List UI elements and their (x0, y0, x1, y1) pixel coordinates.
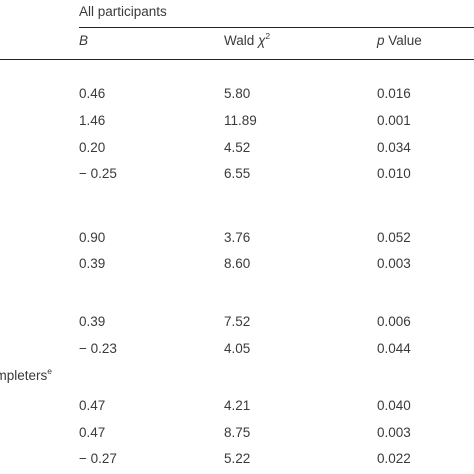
wald-label: Wald (224, 33, 259, 48)
table-row: − 0.25 6.55 0.010 (0, 166, 474, 188)
cell-p: 0.044 (377, 341, 411, 356)
cell-p: 0.040 (377, 398, 411, 413)
cell-b: − 0.25 (79, 166, 117, 181)
table-row: 0.39 7.52 0.006 (0, 314, 474, 336)
chi-symbol: χ (258, 33, 266, 48)
cell-wald: 11.89 (224, 113, 257, 128)
group-header-rule (79, 27, 474, 28)
cell-b: 0.39 (79, 256, 106, 271)
cell-wald: 4.05 (224, 341, 251, 356)
table-row: − 0.27 5.22 0.022 (0, 451, 474, 473)
table-row: 1.46 11.89 0.001 (0, 113, 474, 135)
column-header-wald: Wald χ2 (224, 31, 271, 48)
section-label-footnote: e (47, 366, 53, 376)
table-row: 0.39 8.60 0.003 (0, 256, 474, 278)
cell-p: 0.003 (377, 425, 411, 440)
cell-p: 0.016 (377, 86, 411, 101)
cell-wald: 8.75 (224, 425, 251, 440)
table-row: − 0.23 4.05 0.044 (0, 341, 474, 363)
cell-wald: 3.76 (224, 230, 251, 245)
section-label-text: ompleters (0, 368, 48, 383)
table-row: 0.46 5.80 0.016 (0, 86, 474, 108)
cell-b: 0.46 (79, 86, 106, 101)
cell-p: 0.052 (377, 230, 411, 245)
table-row: 0.47 8.75 0.003 (0, 425, 474, 447)
cell-p: 0.022 (377, 451, 411, 466)
table-row: 0.47 4.21 0.040 (0, 398, 474, 420)
column-header-p-value: p Value (377, 33, 422, 48)
cell-b: 1.46 (79, 113, 106, 128)
cell-wald: 5.80 (224, 86, 251, 101)
cell-wald: 4.52 (224, 140, 251, 155)
cell-wald: 5.22 (224, 451, 251, 466)
cell-wald: 8.60 (224, 256, 251, 271)
cell-wald: 4.21 (224, 398, 251, 413)
table-row: 0.20 4.52 0.034 (0, 140, 474, 162)
chi-superscript: 2 (265, 31, 271, 41)
cell-b: 0.20 (79, 140, 106, 155)
cell-b: − 0.23 (79, 341, 117, 356)
cell-p: 0.003 (377, 256, 411, 271)
p-value-label: Value (384, 33, 422, 48)
cell-p: 0.034 (377, 140, 411, 155)
cell-wald: 7.52 (224, 314, 251, 329)
section-label-completers: ompleterse (0, 366, 53, 383)
p-symbol: p (377, 33, 385, 48)
header-rule (0, 59, 474, 60)
table-row: 0.90 3.76 0.052 (0, 230, 474, 252)
cell-p: 0.006 (377, 314, 411, 329)
cell-p: 0.001 (377, 113, 411, 128)
column-header-b: B (79, 33, 89, 48)
cell-b: 0.90 (79, 230, 106, 245)
cell-b: 0.47 (79, 398, 106, 413)
cell-b: 0.39 (79, 314, 106, 329)
group-header: All participants (79, 4, 167, 19)
cell-b: − 0.27 (79, 451, 117, 466)
cell-wald: 6.55 (224, 166, 251, 181)
cell-b: 0.47 (79, 425, 106, 440)
cell-p: 0.010 (377, 166, 411, 181)
